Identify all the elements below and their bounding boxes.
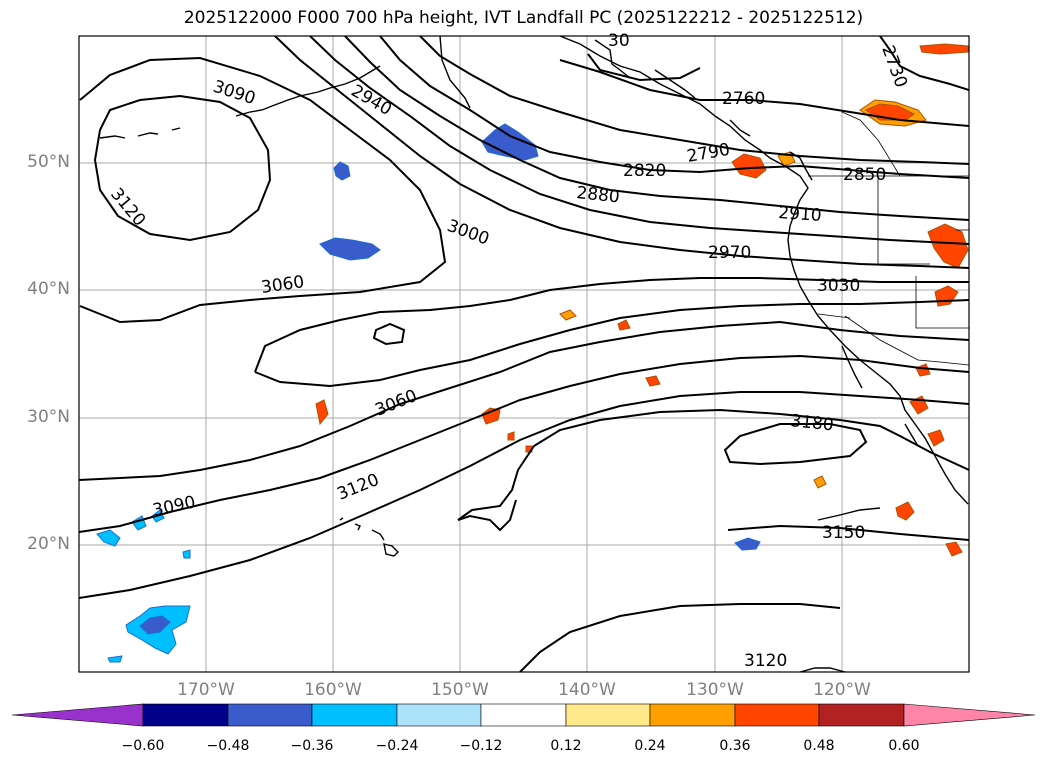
contour-label-2820: 2820 xyxy=(623,161,666,181)
colorbar-segment-8 xyxy=(734,703,820,727)
map-title: 2025122000 F000 700 hPa height, IVT Land… xyxy=(183,8,864,28)
colorbar-tick-5: −0.12 xyxy=(459,738,503,754)
lon-label-160w: 160°W xyxy=(304,680,362,700)
colorbar-segment-7 xyxy=(649,703,736,727)
contour-label-3030: 3030 xyxy=(817,276,860,296)
colorbar-tick-3: −0.36 xyxy=(290,738,334,754)
contour-label-3090-north: 3090 xyxy=(210,77,257,109)
colorbar-tick-7: 0.24 xyxy=(634,738,666,754)
contour-label-2940: 2940 xyxy=(348,81,395,120)
colorbar-tick-1: −0.60 xyxy=(121,738,165,754)
contour-label-3180: 3180 xyxy=(789,411,834,435)
colorbar-tick-10: 0.60 xyxy=(888,738,920,754)
colorbar xyxy=(11,703,1036,727)
height-contours xyxy=(79,36,969,672)
colorbar-extend-high xyxy=(903,703,1036,727)
colorbar-extend-low xyxy=(11,703,144,727)
contour-label-3000: 3000 xyxy=(444,216,491,250)
colorbar-segment-3 xyxy=(311,703,398,727)
coastlines xyxy=(99,36,969,672)
contour-label-3120-bottom: 3120 xyxy=(744,651,787,671)
lon-label-140w: 140°W xyxy=(558,680,616,700)
contour-label-2760: 2760 xyxy=(722,89,765,109)
lon-label-150w: 150°W xyxy=(431,680,489,700)
contour-label-2910: 2910 xyxy=(778,203,823,226)
colorbar-tick-4: −0.24 xyxy=(375,738,419,754)
lat-label-30n: 30°N xyxy=(27,407,70,427)
colorbar-segment-1 xyxy=(142,703,229,727)
colorbar-tick-9: 0.48 xyxy=(803,738,835,754)
contour-label-2970: 2970 xyxy=(708,243,751,263)
contour-label-3090-south: 3090 xyxy=(151,492,197,521)
colorbar-tick-6: 0.12 xyxy=(550,738,582,754)
contour-label-3150: 3150 xyxy=(822,523,865,543)
contour-label-group: 3090 3120 2940 3000 3060 2880 2820 2790 … xyxy=(106,31,911,671)
map-frame xyxy=(78,35,970,673)
colorbar-segment-5 xyxy=(480,703,567,727)
lon-label-170w: 170°W xyxy=(177,680,235,700)
gridlines xyxy=(79,36,969,672)
contour-label-2730: 2730 xyxy=(877,43,911,90)
contour-label-2850: 2850 xyxy=(843,165,886,185)
lat-label-50n: 50°N xyxy=(27,152,70,172)
colorbar-segment-2 xyxy=(227,703,313,727)
colorbar-segment-4 xyxy=(396,703,482,727)
contour-label-2880: 2880 xyxy=(575,183,620,207)
contour-label-3120-south: 3120 xyxy=(334,470,382,505)
lat-label-20n: 20°N xyxy=(27,534,70,554)
contour-label-30-partial: 30 xyxy=(608,31,630,51)
contour-label-3060-south: 3060 xyxy=(372,386,420,421)
ivt-negative-patches xyxy=(96,123,761,663)
colorbar-segment-9 xyxy=(818,703,905,727)
colorbar-tick-8: 0.36 xyxy=(719,738,751,754)
lon-label-120w: 120°W xyxy=(813,680,871,700)
lon-label-130w: 130°W xyxy=(686,680,744,700)
colorbar-segment-6 xyxy=(565,703,651,727)
lat-label-40n: 40°N xyxy=(27,279,70,299)
contour-label-3060-north: 3060 xyxy=(260,272,306,298)
ivt-positive-patches xyxy=(315,43,969,557)
colorbar-tick-2: −0.48 xyxy=(206,738,250,754)
